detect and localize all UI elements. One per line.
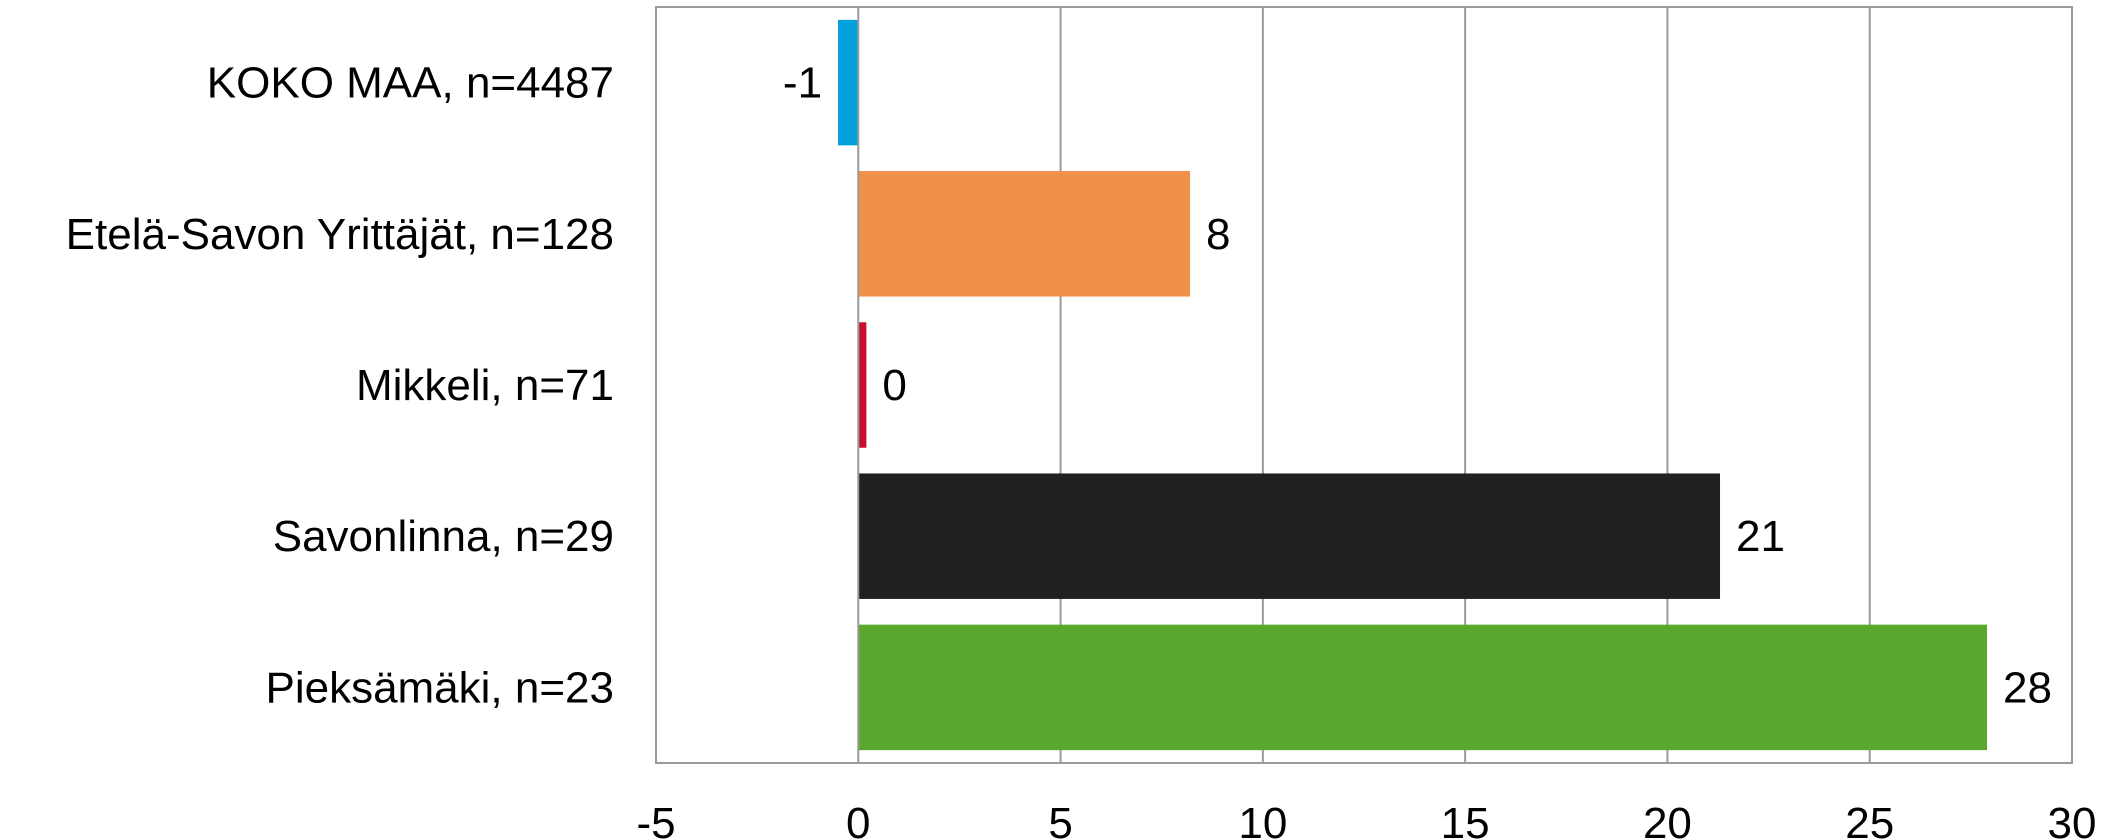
category-label: Etelä-Savon Yrittäjät, n=128 — [66, 210, 614, 259]
x-tick-label: 15 — [1441, 799, 1490, 839]
bar — [858, 473, 1721, 599]
category-labels: KOKO MAA, n=4487 Etelä-Savon Yrittäjät, n… — [66, 59, 614, 713]
data-label: 0 — [882, 361, 906, 410]
category-label: Mikkeli, n=71 — [356, 361, 614, 410]
data-labels: -1 8 0 21 28 — [783, 59, 2052, 713]
bars — [838, 19, 1988, 751]
x-tick-label: 0 — [846, 799, 870, 839]
data-label: 28 — [2003, 663, 2052, 712]
data-label: -1 — [783, 59, 822, 108]
x-tick-label: 10 — [1238, 799, 1287, 839]
x-tick-label: 5 — [1048, 799, 1072, 839]
x-tick-label: 30 — [2048, 799, 2097, 839]
category-label: Pieksämäki, n=23 — [265, 663, 614, 712]
x-tick-label: 25 — [1845, 799, 1894, 839]
category-label: KOKO MAA, n=4487 — [207, 59, 614, 108]
data-label: 8 — [1206, 210, 1230, 259]
bar — [858, 171, 1191, 297]
bar — [858, 322, 867, 448]
x-tick-label: -5 — [636, 799, 675, 839]
x-tick-label: 20 — [1643, 799, 1692, 839]
x-axis-tick-labels: -5 0 5 10 15 20 25 30 — [636, 799, 2096, 839]
bar — [838, 19, 859, 146]
category-label: Savonlinna, n=29 — [273, 512, 614, 561]
bar — [858, 624, 1988, 751]
data-label: 21 — [1736, 512, 1785, 561]
